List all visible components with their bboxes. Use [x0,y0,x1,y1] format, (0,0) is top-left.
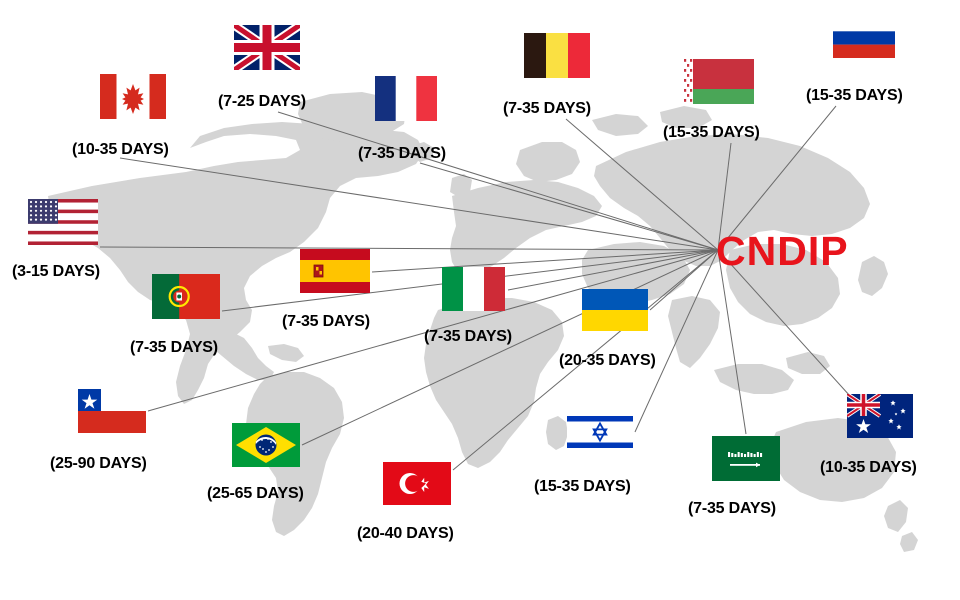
shipping-days-label-ukraine: (20-35 DAYS) [559,352,656,369]
shipping-days-label-portugal: (7-35 DAYS) [130,339,218,356]
shipping-days-label-united-states: (3-15 DAYS) [12,263,100,280]
shipping-days-label-saudi-arabia: (7-35 DAYS) [688,500,776,517]
shipping-days-label-turkey: (20-40 DAYS) [357,525,454,542]
route-line-united-kingdom [277,111,719,251]
flag-united-kingdom [234,25,300,70]
flag-spain [300,249,370,293]
flag-france [375,76,437,121]
route-line-italy [507,249,719,291]
flag-canada [100,74,166,119]
flag-belarus [683,59,754,104]
route-line-chile [147,249,719,412]
route-line-belgium [565,118,719,251]
shipping-days-label-israel: (15-35 DAYS) [534,478,631,495]
shipping-days-label-united-kingdom: (7-25 DAYS) [218,93,306,110]
route-line-france [419,162,719,251]
flag-saudi-arabia [712,436,780,481]
flag-ukraine [582,289,648,331]
route-line-russia [717,105,837,251]
flag-united-states [28,199,98,245]
flag-israel [567,411,633,453]
shipping-days-label-australia: (10-35 DAYS) [820,459,917,476]
shipping-days-label-france: (7-35 DAYS) [358,145,446,162]
hub-label-cndip: CNDIP [716,228,849,274]
route-line-canada [119,157,719,251]
flag-turkey [383,462,451,505]
flag-australia [847,394,913,438]
route-line-israel [634,249,719,433]
route-line-brazil [301,249,719,446]
route-line-belarus [717,142,732,251]
route-line-spain [371,249,719,273]
shipping-days-label-belgium: (7-35 DAYS) [503,100,591,117]
route-line-turkey [452,249,719,471]
shipping-days-label-belarus: (15-35 DAYS) [663,124,760,141]
flag-chile [78,389,146,433]
route-line-united-states [99,246,719,251]
shipping-days-label-canada: (10-35 DAYS) [72,141,169,158]
flag-russia [833,18,895,58]
shipping-days-label-brazil: (25-65 DAYS) [207,485,304,502]
route-line-australia [717,249,851,397]
shipping-days-label-italy: (7-35 DAYS) [424,328,512,345]
flag-brazil [232,423,300,467]
shipping-days-label-russia: (15-35 DAYS) [806,87,903,104]
shipping-days-label-chile: (25-90 DAYS) [50,455,147,472]
flag-italy [442,267,505,311]
flag-portugal [152,274,220,319]
shipping-days-label-spain: (7-35 DAYS) [282,313,370,330]
flag-belgium [524,33,590,78]
route-line-saudi-arabia [717,249,747,435]
